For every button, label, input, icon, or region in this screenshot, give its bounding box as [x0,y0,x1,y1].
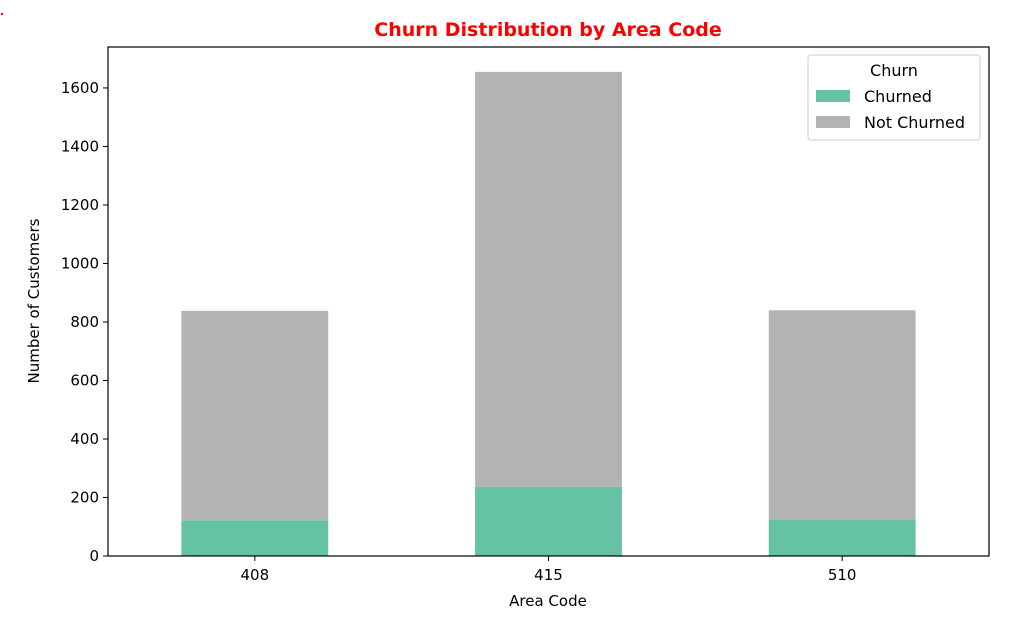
legend-swatch-not-churned [816,116,850,128]
y-tick-label-200: 200 [70,488,99,506]
y-tick-label-600: 600 [70,371,99,389]
y-axis-label: Number of Customers [25,218,43,383]
y-axis: 0 200 400 600 800 1000 1200 1400 1600 [61,79,108,565]
y-tick-label-1200: 1200 [61,196,99,214]
x-axis-label: Area Code [509,592,587,610]
x-tick-label-415: 415 [534,566,563,584]
legend-swatch-churned [816,90,850,102]
legend: Churn Churned Not Churned [807,54,981,141]
x-tick-label-408: 408 [241,566,270,584]
legend-label-not-churned: Not Churned [864,113,965,132]
y-tick-label-800: 800 [70,313,99,331]
x-tick-label-510: 510 [828,566,857,584]
plot-frame [107,46,990,557]
y-tick-label-1400: 1400 [61,137,99,155]
x-axis: 408 415 510 [241,556,857,584]
bars-group [181,71,916,556]
bar-not-churned-415 [475,71,622,487]
y-tick-label-400: 400 [70,430,99,448]
y-tick-label-1600: 1600 [61,79,99,97]
chart-title: Churn Distribution by Area Code [374,19,721,41]
y-tick-label-0: 0 [89,547,99,565]
bar-not-churned-510 [768,310,916,520]
y-tick-label-1000: 1000 [61,254,99,272]
legend-title: Churn [870,61,918,80]
bar-not-churned-408 [181,310,329,521]
legend-frame [807,54,981,141]
corner-marker [1,13,3,15]
bar-churned-510 [768,519,916,556]
bar-churned-415 [475,486,622,556]
bar-churned-408 [181,520,329,556]
legend-label-churned: Churned [864,87,932,106]
